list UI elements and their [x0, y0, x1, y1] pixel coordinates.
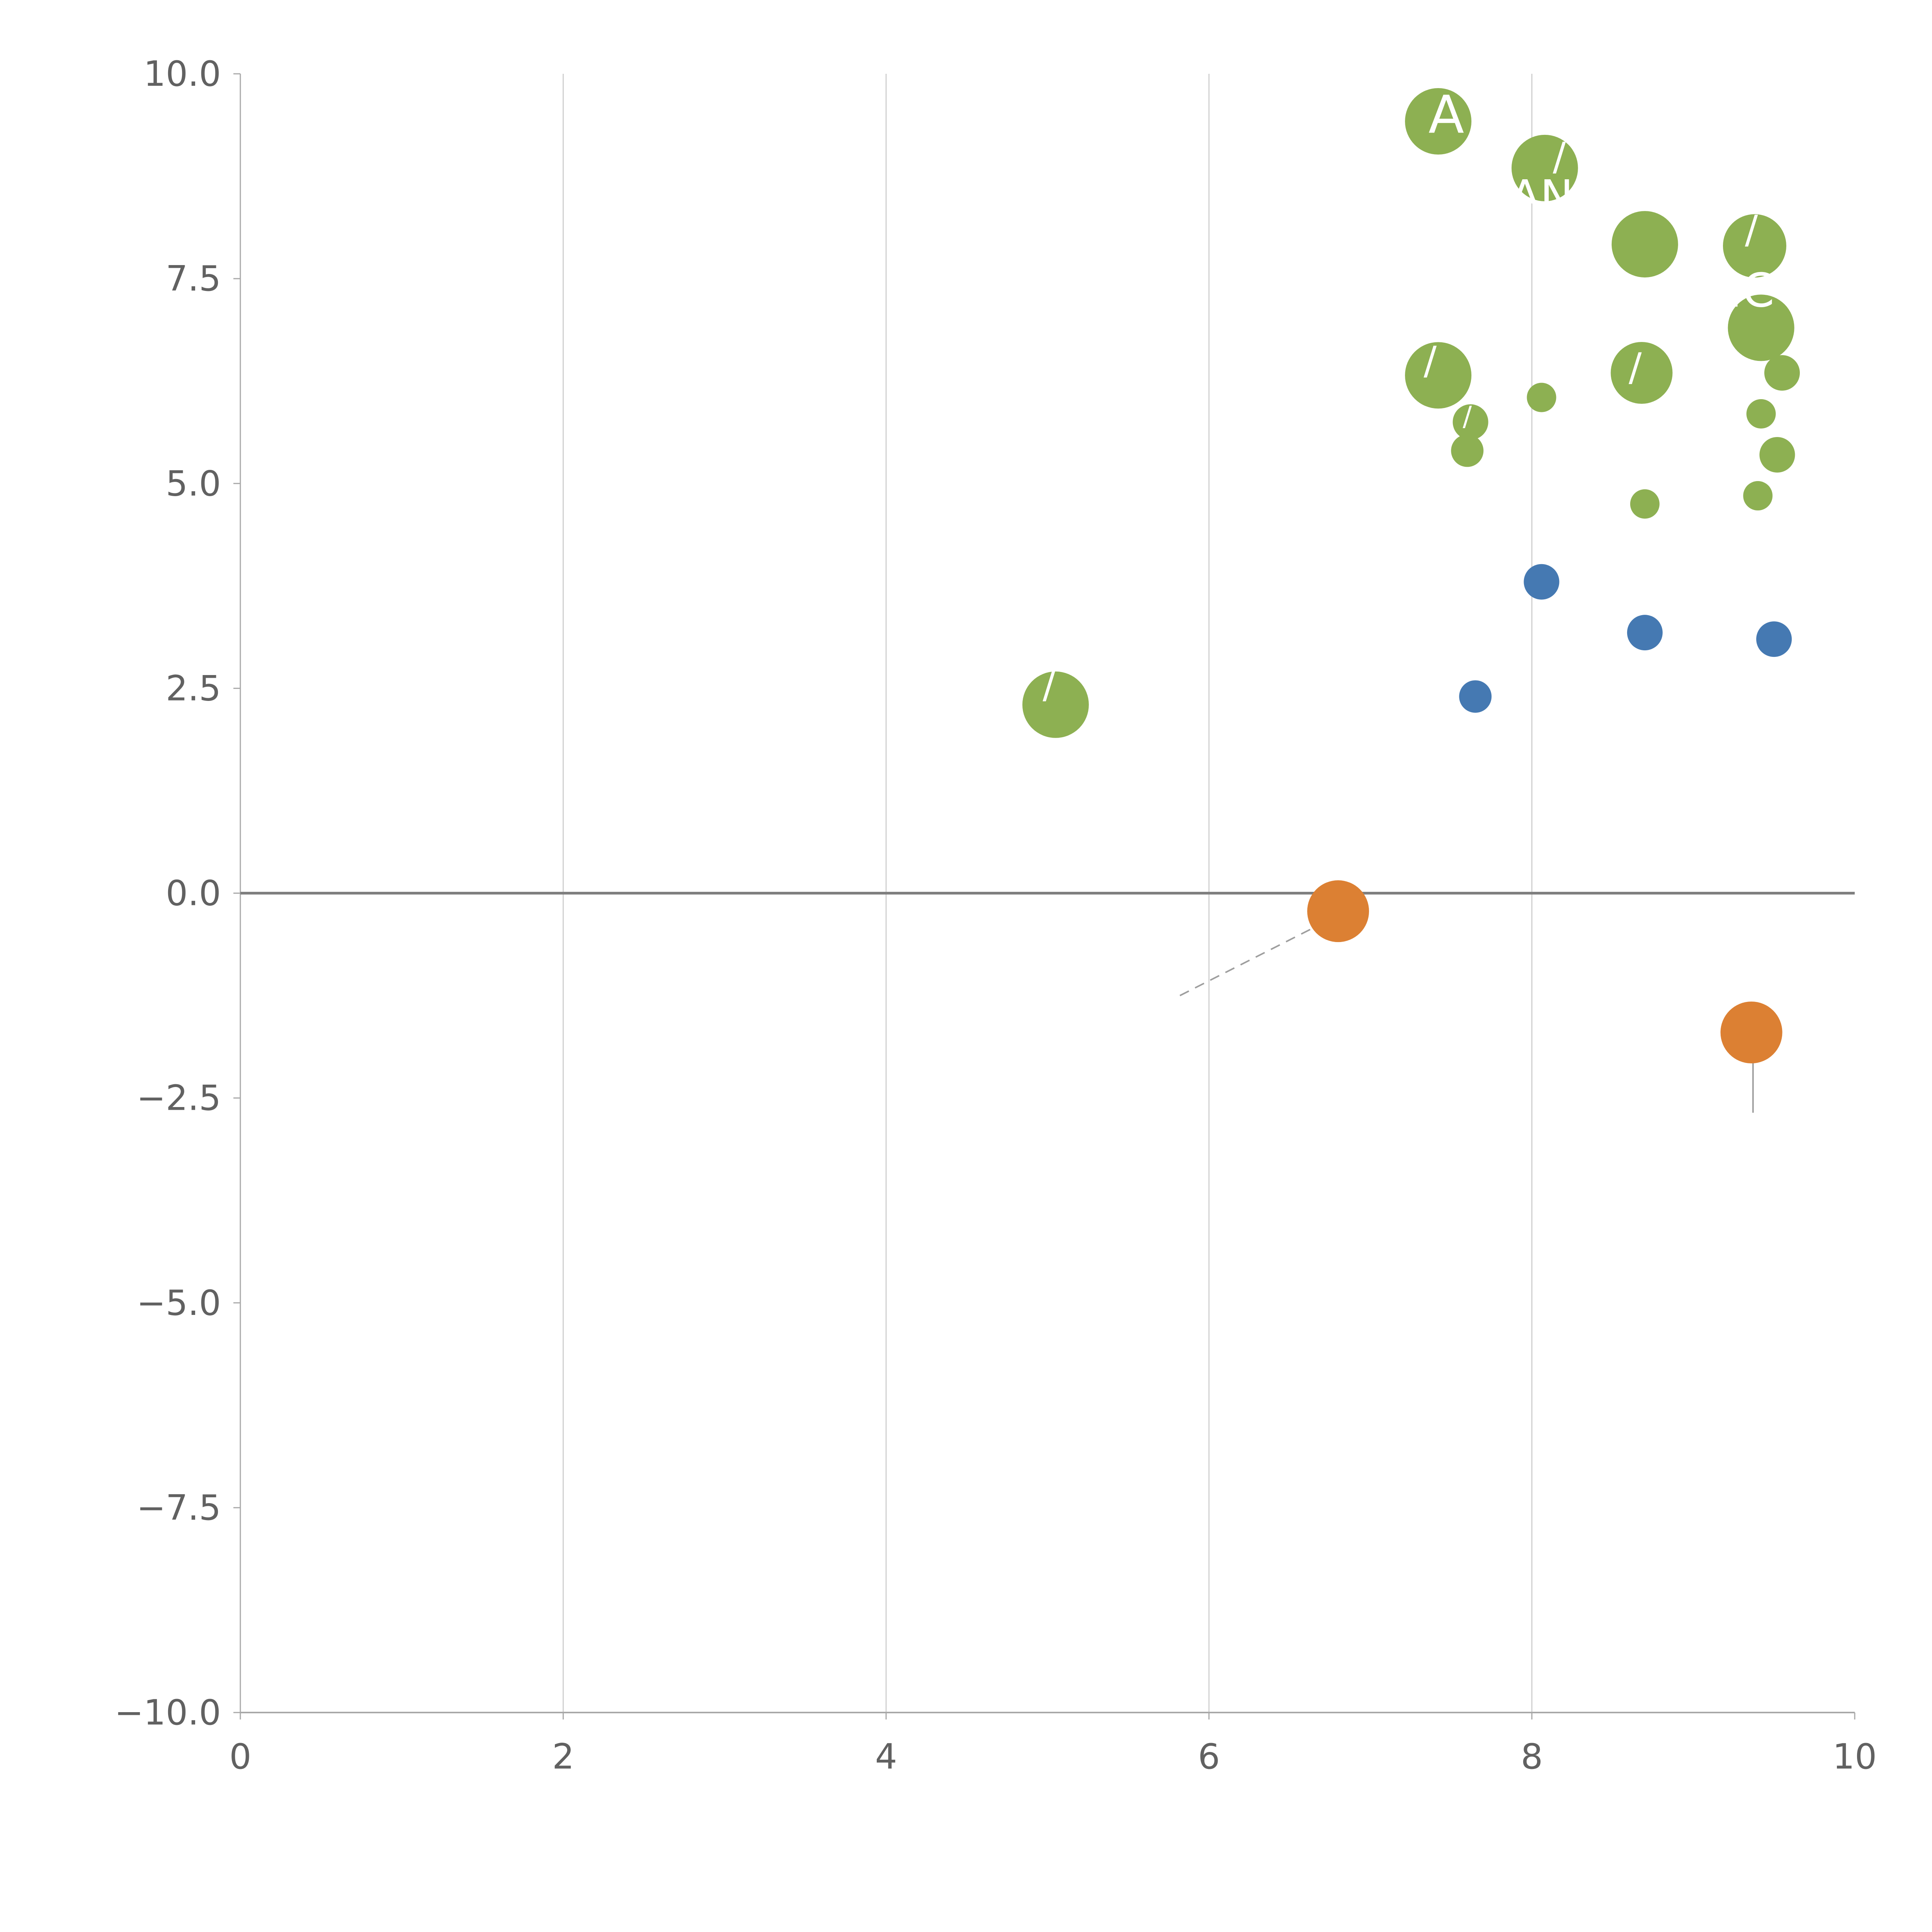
bubble-green-3 [1723, 214, 1786, 278]
x-tick-label-10: 10 [1833, 1736, 1877, 1777]
y-tick-label-0: 0.0 [166, 873, 221, 914]
x-tick-label-6: 6 [1198, 1736, 1220, 1777]
bubble-label-fragment-7: / [1463, 400, 1472, 432]
bubble-orange-0 [1307, 880, 1369, 942]
bubble-green-15 [1022, 671, 1089, 738]
bubble-green-5 [1405, 342, 1472, 409]
bubble-blue-0 [1524, 564, 1560, 600]
x-tick-label-0: 0 [229, 1736, 251, 1777]
bubble-green-11 [1746, 399, 1776, 429]
y-tick-label-2.5: 2.5 [166, 668, 221, 709]
x-tick-label-8: 8 [1521, 1736, 1543, 1777]
bubble-label-fragment-2: AN [1510, 171, 1573, 223]
bubble-label-fragment-3: / [1745, 207, 1758, 252]
y-tick-label--10: −10.0 [114, 1692, 221, 1733]
bubble-label-fragment-5: / [1423, 338, 1437, 383]
y-tick-label--5: −5.0 [136, 1283, 221, 1323]
y-tick-label-7.5: 7.5 [166, 259, 221, 299]
y-tick-label--2.5: −2.5 [136, 1078, 221, 1119]
bubble-green-6 [1611, 342, 1673, 404]
bubble-green-12 [1759, 437, 1795, 473]
bubble-blue-3 [1459, 680, 1492, 713]
bubble-green-9 [1451, 434, 1484, 467]
bubble-blue-2 [1756, 621, 1792, 657]
y-tick-label-10: 10.0 [144, 54, 221, 94]
y-tick-label--7.5: −7.5 [136, 1488, 221, 1528]
bubble-green-2 [1611, 211, 1678, 278]
bubble-label-fragment-6: / [1629, 345, 1642, 390]
bubble-green-10 [1764, 355, 1800, 391]
bubble-green-14 [1743, 481, 1773, 511]
bubble-label-fragment-0: A [1429, 85, 1464, 145]
x-tick-label-2: 2 [552, 1736, 574, 1777]
bubble-green-8 [1452, 404, 1488, 440]
bubble-label-fragment-4: IC [1728, 264, 1774, 318]
bubble-green-1 [1511, 134, 1578, 201]
bubble-green-7 [1527, 383, 1556, 412]
bubble-label-fragment-1: / [1553, 134, 1566, 179]
bubble-green-4 [1728, 294, 1794, 361]
bubble-orange-1 [1720, 1001, 1782, 1063]
x-tick-label-4: 4 [875, 1736, 897, 1777]
y-tick-label-5: 5.0 [166, 463, 221, 504]
bubble-blue-1 [1627, 615, 1663, 651]
annotation-line-0 [1179, 921, 1326, 997]
bubble-green-13 [1630, 489, 1660, 519]
bubble-label-fragment-8: / [1043, 662, 1056, 707]
bubble-green-0 [1405, 88, 1472, 155]
